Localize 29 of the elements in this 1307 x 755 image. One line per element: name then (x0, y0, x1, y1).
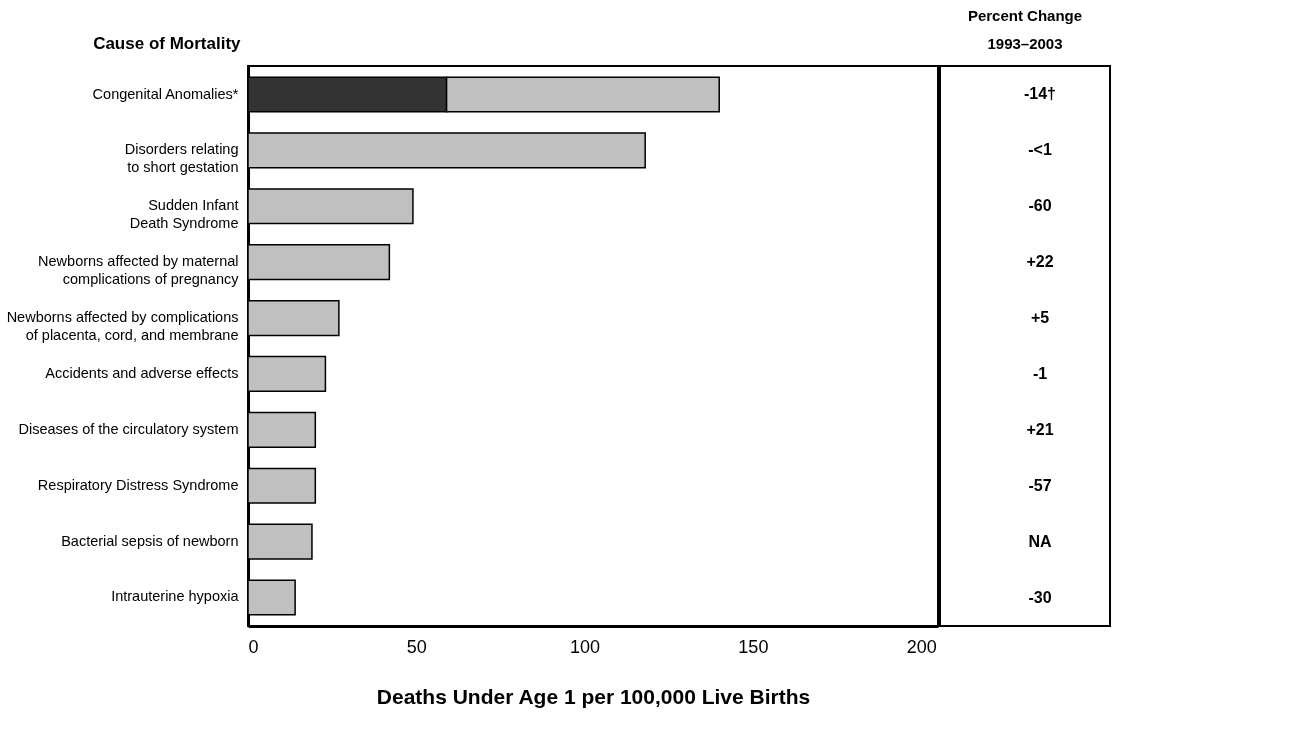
y-tick-label: Newborns affected by maternal complications of pregnancy (38, 253, 240, 288)
x-tick-label: 50 (406, 636, 427, 657)
text: +5 (1030, 309, 1050, 326)
y-tick-label: Accidents and adverse effects (45, 364, 239, 381)
text: +22 (1026, 253, 1054, 270)
text: -<1 (1028, 141, 1052, 158)
text: -14† (1023, 85, 1057, 102)
y-tick-label: Bacterial sepsis of newborn (61, 532, 239, 549)
text: NA (1028, 533, 1052, 550)
text: 1993–2003 (987, 35, 1063, 52)
y-tick-label: Newborns affected by complications of placenta, cord, and membrane (6, 309, 239, 344)
y-tick-label: Disorders relating to short gestation (124, 141, 239, 176)
x-axis-title: Deaths Under Age 1 per 100,000 Live Births (376, 684, 811, 708)
x-tick-label: 200 (906, 636, 937, 657)
text: -30 (1028, 589, 1052, 606)
y-tick-label: Intrauterine hypoxia (111, 588, 240, 605)
text: Percent Change (967, 7, 1083, 24)
y-axis-title: Cause of Mortality (93, 33, 242, 53)
text: -60 (1028, 197, 1052, 214)
x-tick-label: 0 (248, 636, 259, 657)
x-tick-label: 150 (738, 636, 769, 657)
y-tick-label: Congenital Anomalies* (92, 85, 239, 102)
x-tick-label: 100 (570, 636, 601, 657)
y-tick-label: Diseases of the circulatory system (18, 420, 239, 437)
y-tick-label: Respiratory Distress Syndrome (37, 476, 239, 493)
text: -57 (1028, 477, 1052, 494)
y-tick-label: Sudden Infant Death Syndrome (129, 197, 239, 232)
text: -1 (1032, 365, 1048, 382)
text: +21 (1026, 421, 1054, 438)
